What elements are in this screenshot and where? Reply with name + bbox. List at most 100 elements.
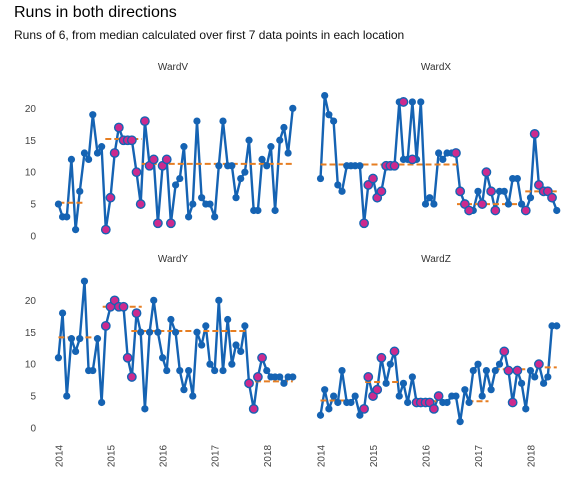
- x-tick-label: 2014: [54, 444, 65, 467]
- highlight-point: [389, 346, 400, 357]
- panel-wardy: WardY 0 5 10 15 20 2014 2015 2016 2017 2018: [25, 254, 297, 467]
- data-point: [267, 143, 275, 151]
- data-point: [474, 360, 482, 368]
- data-point: [241, 322, 249, 330]
- data-point: [180, 386, 188, 394]
- data-point: [280, 379, 288, 387]
- highlight-point: [126, 135, 137, 146]
- data-point: [80, 277, 89, 285]
- data-point: [487, 386, 495, 394]
- data-point: [211, 213, 219, 221]
- data-point: [430, 200, 438, 208]
- data-point: [206, 200, 214, 208]
- data-point: [553, 206, 561, 215]
- data-point: [85, 155, 93, 164]
- highlight-point: [455, 186, 466, 197]
- highlight-point: [359, 218, 369, 229]
- data-point: [98, 143, 106, 151]
- data-point: [67, 335, 76, 343]
- highlight-point: [398, 97, 409, 107]
- data-point: [330, 117, 338, 125]
- highlight-point: [257, 352, 267, 363]
- data-point: [330, 392, 338, 400]
- data-point: [93, 149, 102, 157]
- data-point: [158, 354, 167, 362]
- data-point: [176, 174, 184, 183]
- data-point: [232, 341, 240, 349]
- x-tick-label: 2015: [107, 444, 118, 467]
- data-point: [461, 386, 469, 394]
- data-point: [254, 206, 262, 215]
- data-point: [443, 398, 451, 407]
- data-point: [54, 200, 63, 208]
- highlight-point: [368, 173, 378, 184]
- highlight-point: [372, 384, 383, 395]
- data-point: [176, 366, 184, 375]
- data-point: [237, 347, 245, 356]
- highlight-point: [534, 359, 544, 370]
- data-point: [228, 162, 236, 170]
- data-point: [63, 213, 71, 221]
- data-point: [465, 398, 473, 407]
- highlight-point: [131, 167, 142, 178]
- data-point: [198, 341, 206, 349]
- data-point: [215, 162, 223, 170]
- data-point: [386, 360, 394, 368]
- data-point: [93, 335, 102, 343]
- series-line: [57, 280, 293, 411]
- panel-wardz: WardZ 2014 2015 2016 2017 2018: [317, 254, 561, 467]
- highlight-point: [507, 397, 518, 408]
- data-point: [439, 155, 447, 164]
- highlight-point: [520, 205, 531, 216]
- y-tick-label: 5: [30, 200, 36, 211]
- data-point: [517, 200, 526, 208]
- data-point: [421, 200, 430, 208]
- data-point: [185, 213, 193, 221]
- y-tick-label: 0: [30, 232, 36, 243]
- data-point: [316, 174, 325, 183]
- data-point: [347, 398, 355, 407]
- data-point: [500, 187, 508, 195]
- data-point: [145, 328, 154, 336]
- panel-label: WardY: [158, 254, 189, 265]
- data-point: [58, 309, 67, 317]
- data-point: [504, 200, 513, 208]
- data-point: [426, 194, 434, 202]
- data-point: [544, 373, 552, 381]
- highlight-point: [486, 186, 497, 197]
- data-point: [198, 194, 206, 202]
- highlight-point: [389, 160, 400, 171]
- data-point: [408, 98, 416, 106]
- data-point: [237, 174, 245, 183]
- data-point: [219, 117, 227, 125]
- highlight-point: [252, 372, 263, 382]
- highlight-point: [152, 218, 163, 229]
- data-point: [417, 98, 425, 106]
- data-point: [80, 149, 89, 157]
- highlight-point: [113, 122, 124, 133]
- data-point: [351, 392, 359, 400]
- x-tick-label: 2017: [474, 444, 485, 467]
- panel-wardv: WardV 0 5 10 15 20: [25, 62, 297, 243]
- data-point: [193, 117, 201, 125]
- panel-label: WardZ: [421, 254, 451, 265]
- highlight-point: [499, 346, 510, 357]
- data-point: [150, 296, 158, 304]
- data-point: [495, 360, 504, 368]
- data-point: [280, 123, 288, 132]
- data-point: [531, 373, 539, 381]
- data-point: [202, 322, 210, 330]
- series-line: [319, 324, 557, 423]
- data-point: [526, 366, 535, 375]
- data-point: [163, 366, 171, 375]
- highlight-point: [481, 167, 492, 178]
- data-point: [553, 322, 561, 330]
- data-point: [482, 366, 490, 375]
- x-tick-label: 2016: [422, 444, 433, 467]
- data-point: [89, 111, 97, 119]
- data-point: [245, 136, 253, 144]
- data-point: [517, 379, 526, 387]
- data-point: [456, 418, 464, 426]
- highlight-point: [139, 116, 150, 127]
